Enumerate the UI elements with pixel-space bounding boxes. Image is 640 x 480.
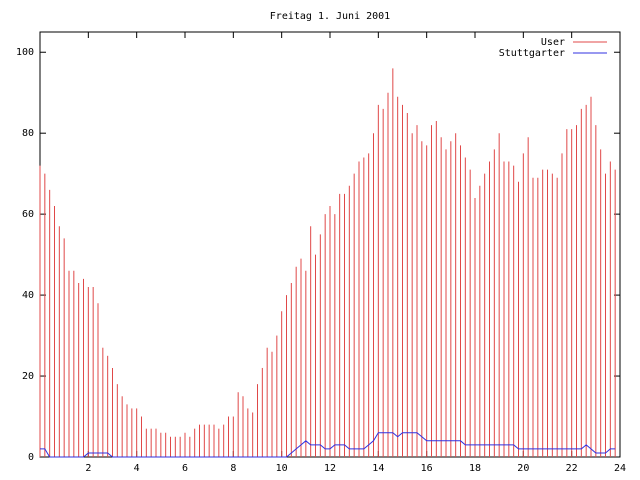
x-tick-label: 4 bbox=[134, 463, 140, 474]
y-tick-label: 40 bbox=[22, 290, 34, 301]
y-tick-label: 60 bbox=[22, 209, 34, 220]
x-tick-label: 2 bbox=[85, 463, 91, 474]
x-tick-label: 20 bbox=[517, 463, 529, 474]
x-tick-label: 8 bbox=[230, 463, 236, 474]
x-tick-label: 24 bbox=[614, 463, 626, 474]
y-tick-label: 80 bbox=[22, 128, 34, 139]
chart-title: Freitag 1. Juni 2001 bbox=[270, 11, 390, 22]
y-tick-label: 0 bbox=[28, 452, 34, 463]
x-tick-label: 14 bbox=[372, 463, 384, 474]
legend-label: User bbox=[541, 37, 565, 48]
x-tick-label: 12 bbox=[324, 463, 336, 474]
x-tick-label: 22 bbox=[566, 463, 578, 474]
y-tick-label: 100 bbox=[16, 47, 34, 58]
y-tick-label: 20 bbox=[22, 371, 34, 382]
x-tick-label: 16 bbox=[421, 463, 433, 474]
series-line bbox=[40, 432, 616, 458]
legend-label: Stuttgarter bbox=[499, 48, 565, 59]
x-tick-label: 18 bbox=[469, 463, 481, 474]
x-tick-label: 10 bbox=[276, 463, 288, 474]
x-tick-label: 6 bbox=[182, 463, 188, 474]
